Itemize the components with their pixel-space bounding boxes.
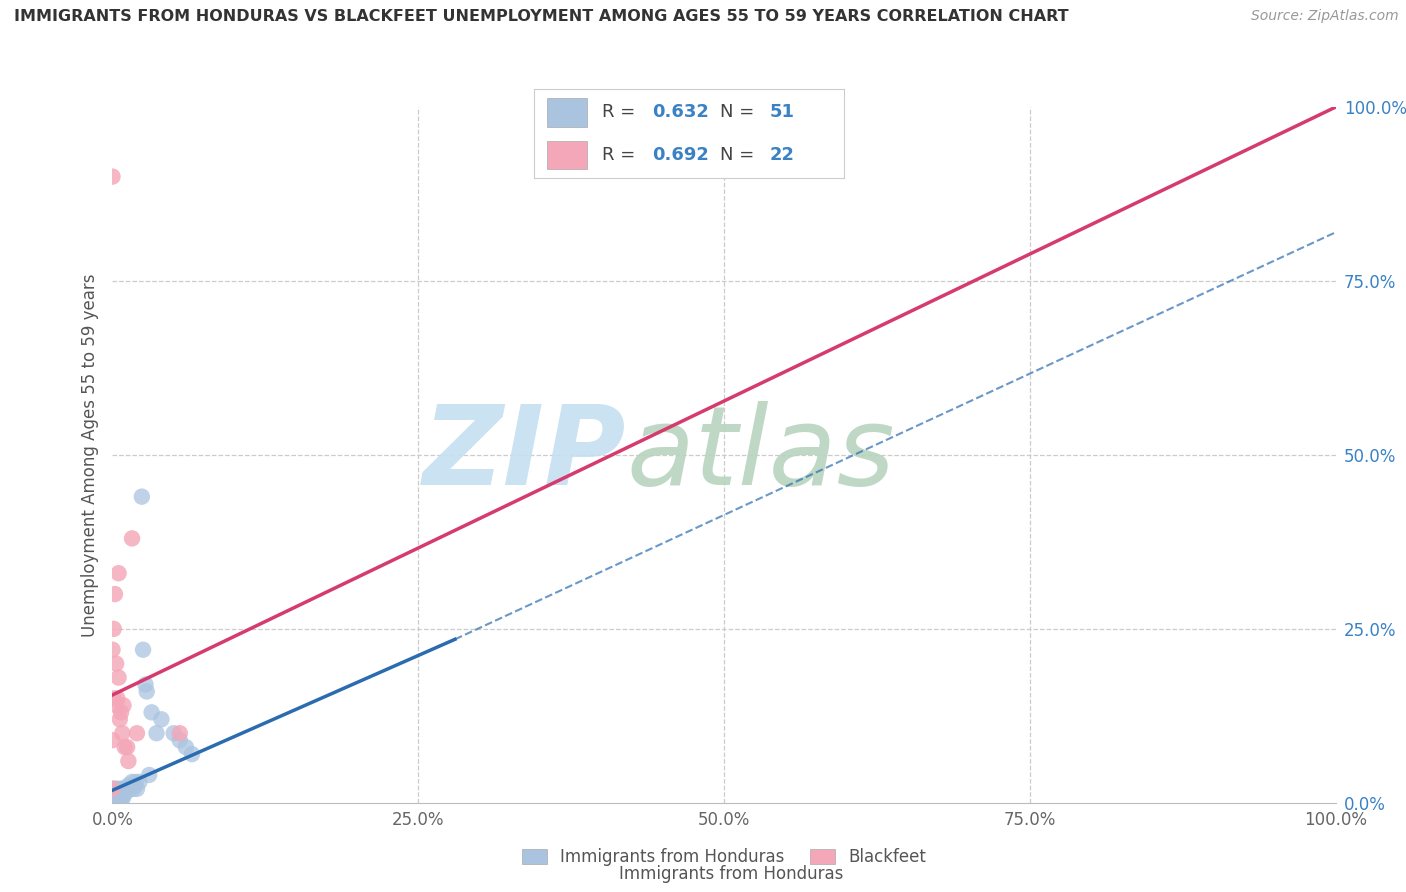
Point [124,778,146,792]
Point [112,789,135,803]
Point [125,775,148,789]
Point [107,789,129,803]
Point [104,781,127,796]
FancyBboxPatch shape [547,98,586,127]
Text: R =: R = [602,146,641,164]
Point [128,775,150,789]
Point [163,726,186,740]
Point [101,796,124,810]
Point [105,792,128,806]
Point [101,642,124,657]
Point [108,792,131,806]
Point [103,792,125,806]
Point [111,726,134,740]
Text: ZIP: ZIP [423,401,626,508]
Text: N =: N = [720,146,759,164]
Point [103,789,125,803]
Point [104,587,127,601]
Point [169,726,191,740]
Point [110,706,132,720]
Point [101,169,124,184]
Point [105,691,128,706]
Point [112,785,135,799]
Point [125,781,148,796]
Point [121,775,143,789]
Point [103,781,125,796]
Point [125,726,148,740]
Point [114,781,136,796]
Point [174,740,197,755]
Point [103,622,125,636]
Point [107,566,129,581]
Point [115,781,138,796]
Text: IMMIGRANTS FROM HONDURAS VS BLACKFEET UNEMPLOYMENT AMONG AGES 55 TO 59 YEARS COR: IMMIGRANTS FROM HONDURAS VS BLACKFEET UN… [14,9,1069,24]
Point [110,789,132,803]
Text: Immigrants from Honduras: Immigrants from Honduras [619,865,844,883]
Point [131,490,153,504]
Point [104,792,127,806]
Point [101,781,124,796]
Text: 51: 51 [769,103,794,121]
Point [117,754,139,768]
Point [121,532,143,546]
Point [103,796,125,810]
Point [101,789,124,803]
Text: 0.692: 0.692 [652,146,709,164]
Point [108,712,131,726]
Point [138,768,160,782]
Point [111,781,134,796]
Point [107,781,129,796]
Point [141,706,163,720]
Point [105,698,128,713]
Point [117,778,139,792]
Text: atlas: atlas [626,401,894,508]
Point [132,642,155,657]
Point [105,781,128,796]
Text: Source: ZipAtlas.com: Source: ZipAtlas.com [1251,9,1399,23]
Point [115,740,138,755]
Point [118,781,141,796]
Point [108,785,131,799]
Point [105,785,128,799]
Point [122,781,145,796]
Point [107,796,129,810]
FancyBboxPatch shape [547,141,586,169]
Y-axis label: Unemployment Among Ages 55 to 59 years: Unemployment Among Ages 55 to 59 years [80,273,98,637]
Text: N =: N = [720,103,759,121]
Point [114,740,136,755]
Point [105,657,128,671]
Legend: Immigrants from Honduras, Blackfeet: Immigrants from Honduras, Blackfeet [513,839,935,874]
Point [110,781,132,796]
Point [134,677,156,691]
Text: 0.632: 0.632 [652,103,709,121]
Point [145,726,167,740]
Point [112,698,135,713]
Text: 22: 22 [769,146,794,164]
Text: R =: R = [602,103,641,121]
Point [135,684,157,698]
Point [105,789,128,803]
Point [105,796,128,810]
Point [169,733,191,747]
Point [104,789,127,803]
Point [111,792,134,806]
Point [103,691,125,706]
Point [181,747,204,761]
Point [101,781,124,796]
Point [101,785,124,799]
Point [101,733,124,747]
Point [150,712,173,726]
Point [101,792,124,806]
Point [115,785,138,799]
Point [107,671,129,685]
